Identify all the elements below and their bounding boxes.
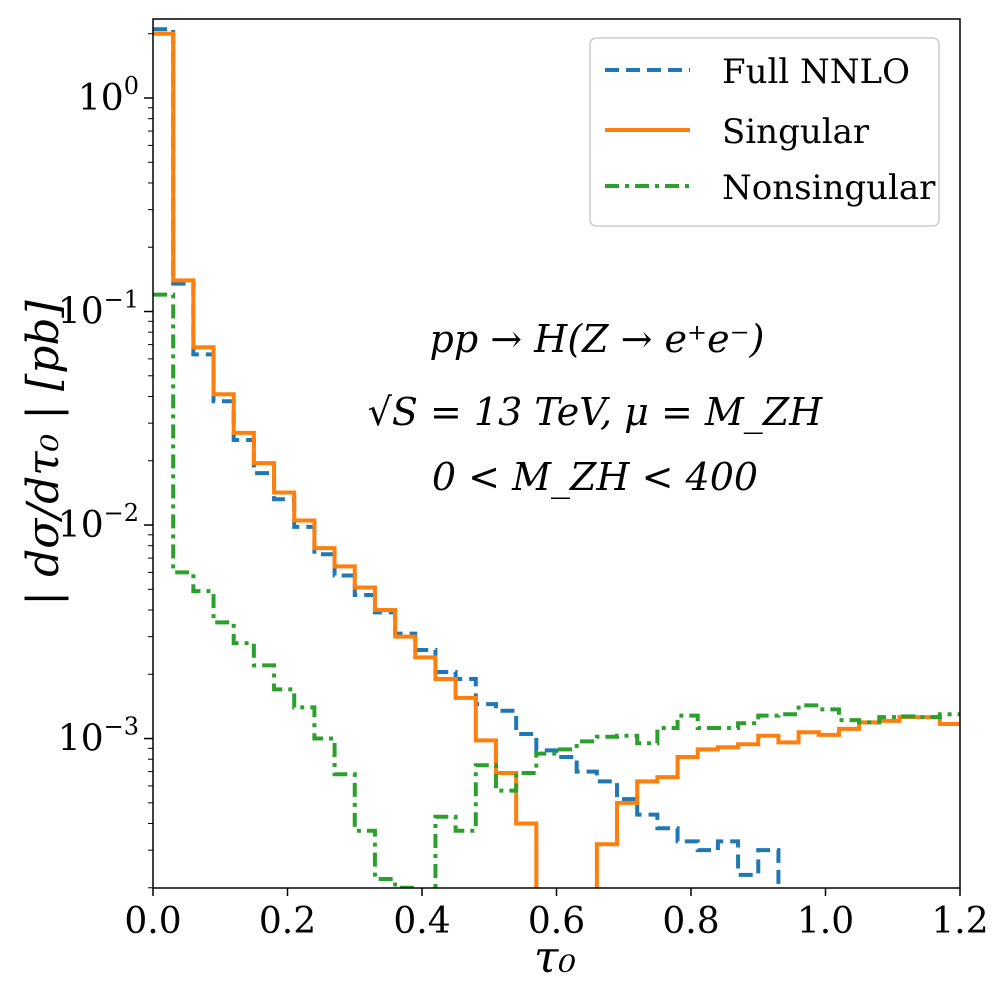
annotation-process: pp → H(Z → e⁺e⁻) [430,317,765,361]
legend-box [589,37,940,227]
x-tick-label: 0.2 [259,901,316,942]
x-tick-label: 0.0 [124,901,181,942]
y-tick-label: 10−2 [58,499,139,546]
legend: Full NNLO Singular Nonsingular [589,37,940,227]
y-tick-label: 10−1 [58,286,139,333]
legend-label-nonsingular: Nonsingular [722,168,936,208]
legend-label-full-nnlo: Full NNLO [722,52,910,92]
series-singular [153,31,960,888]
y-axis-label: | dσ/dτ₀ | [pb] [18,299,69,605]
legend-label-singular: Singular [722,112,870,152]
x-tick-label: 0.4 [393,901,450,942]
annotation-mass-range: 0 < M_ZH < 400 [432,455,758,500]
y-tick-label: 100 [78,72,139,119]
y-tick-label: 10−3 [58,713,139,760]
x-tick-label: 0.8 [662,901,719,942]
annotation-energy: √S = 13 TeV, μ = M_ZH [368,390,824,435]
x-tick-label: 1.2 [931,901,988,942]
x-axis-label: τ₀ [534,932,576,983]
x-tick-label: 0.6 [528,901,585,942]
series-nonsingular [153,292,960,888]
x-tick-label: 1.0 [797,901,854,942]
series-full-nnlo [153,27,781,888]
